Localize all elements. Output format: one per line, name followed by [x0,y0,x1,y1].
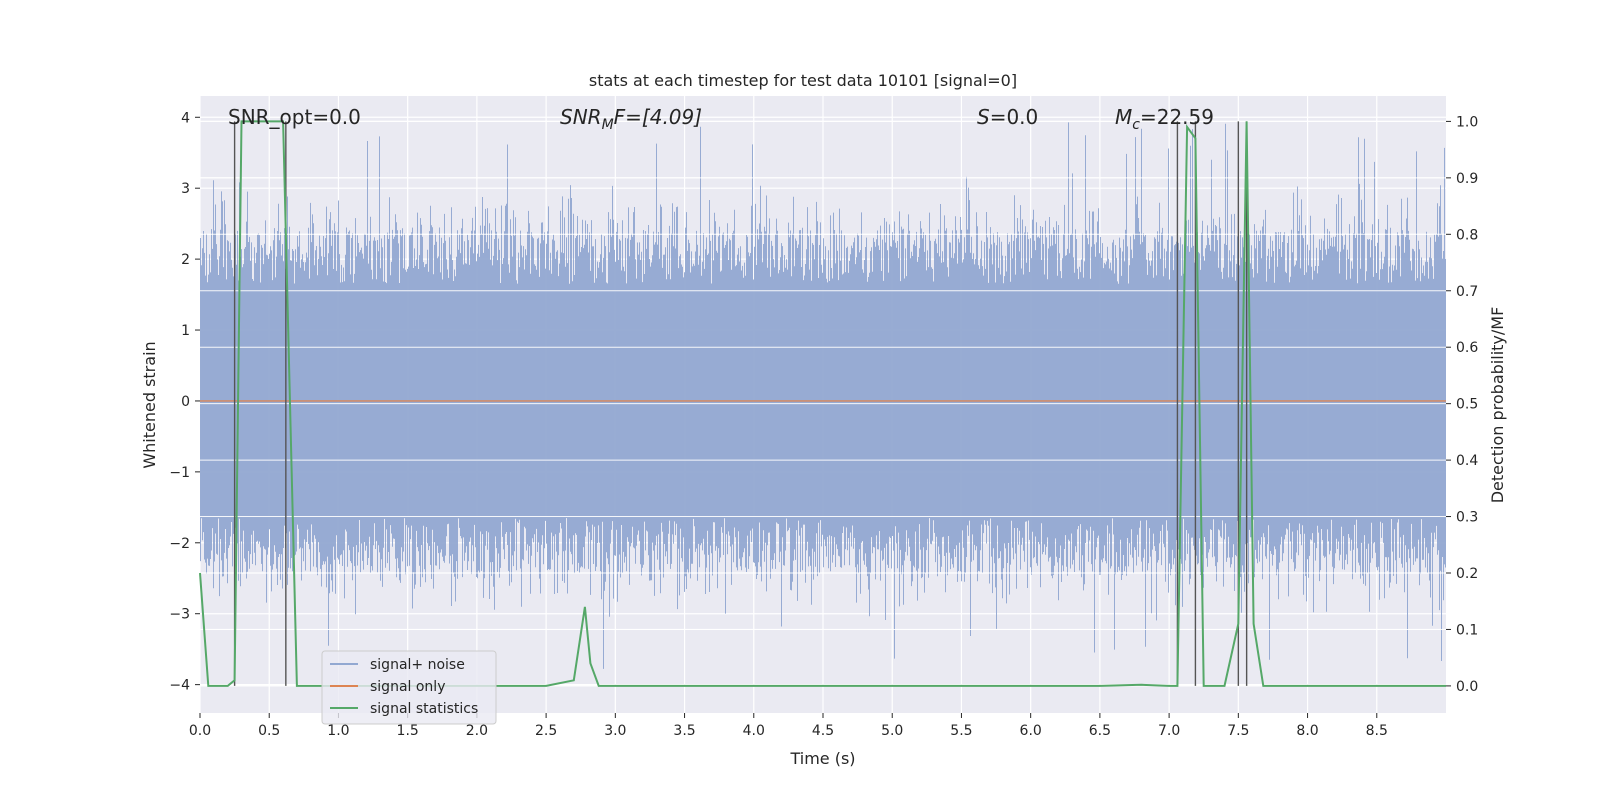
y-tick-label: −2 [169,536,190,552]
signal-statistics-line [199,120,1446,687]
y-right-tick-label: 0.9 [1456,171,1478,187]
y-tick-label: 3 [181,181,190,197]
x-tick-label: 1.0 [327,723,349,739]
y-right-tick-label: 0.1 [1456,622,1478,638]
signal-noise-trace [200,122,1446,669]
y-right-axis-label: Detection probability/MF [1488,307,1507,504]
y-axis-label: Whitened strain [140,341,159,468]
y-right-tick-label: 0.0 [1456,679,1478,695]
x-tick-label: 7.5 [1227,723,1249,739]
y-tick-label: −1 [169,465,190,481]
y-tick-label: 2 [181,252,190,268]
y-right-tick-label: 0.8 [1456,227,1478,243]
legend-label-signal-only: signal only [370,679,445,695]
annotation-s: S=0.0 [977,105,1038,129]
y-axis-ticks: 4 3 2 1 0 −1 −2 −3 −4 [169,110,200,694]
y-tick-label: 0 [181,394,190,410]
y-tick-label: −3 [169,607,190,623]
legend-label-signal-noise: signal+ noise [370,657,465,673]
x-tick-label: 4.5 [812,723,834,739]
x-tick-label: 5.0 [881,723,903,739]
x-tick-label: 3.0 [604,723,626,739]
y-tick-label: 4 [181,110,190,126]
series-signal-noise [200,122,1446,669]
x-tick-label: 2.0 [466,723,488,739]
y-right-tick-label: 0.2 [1456,566,1478,582]
x-tick-label: 8.0 [1296,723,1318,739]
annotation-mc-sub: c [1132,117,1140,133]
annotation-snr-mf-sub: M [602,117,614,133]
x-tick-label: 6.0 [1020,723,1042,739]
y-right-tick-label: 0.4 [1456,453,1478,469]
legend-box [321,650,497,725]
y-right-axis-ticks: 1.0 0.9 0.8 0.7 0.6 0.5 0.4 0.3 0.2 0.1 0.0 [1446,114,1478,695]
annotation-snr-mf-suffix: F=[4.09] [614,105,702,129]
annotation-snr-mf: SNRMF=[4.09] [560,105,702,133]
x-tick-label: 6.5 [1089,723,1111,739]
y-right-tick-label: 0.5 [1456,397,1478,413]
x-tick-label: 2.5 [535,723,557,739]
annotation-mc-prefix: M [1115,105,1132,129]
y-right-tick-label: 0.6 [1456,340,1478,356]
x-axis-label: Time (s) [789,749,855,768]
annotation-s-value: =0.0 [990,105,1039,129]
x-tick-label: 4.0 [743,723,765,739]
x-tick-label: 1.5 [397,723,419,739]
x-tick-label: 8.5 [1366,723,1388,739]
x-tick-label: 3.5 [673,723,695,739]
y-right-tick-label: 1.0 [1456,114,1478,130]
y-right-tick-label: 0.3 [1456,510,1478,526]
x-tick-label: 5.5 [950,723,972,739]
x-tick-label: 0.5 [258,723,280,739]
annotation-snr-opt: SNR_opt=0.0 [228,105,361,129]
x-tick-label: 7.0 [1158,723,1180,739]
x-tick-label: 0.0 [189,723,211,739]
annotation-snr-mf-prefix: SNR [560,105,602,129]
annotation-mc: Mc=22.59 [1115,105,1214,133]
vertical-markers [200,120,1446,687]
series-signal-statistics [199,120,1446,687]
legend: signal+ noise signal only signal statist… [321,650,497,725]
y-tick-label: −4 [169,678,190,694]
annotation-s-prefix: S [977,105,990,129]
y-tick-label: 1 [181,323,190,339]
chart-title: stats at each timestep for test data 101… [589,71,1017,90]
y-right-tick-label: 0.7 [1456,284,1478,300]
legend-label-signal-statistics: signal statistics [370,701,478,717]
annotation-mc-value: =22.59 [1140,105,1214,129]
x-axis-ticks: 0.0 0.5 1.0 1.5 2.0 2.5 3.0 3.5 4.0 4.5 5.0 5.5 6.0 6… [189,713,1388,739]
